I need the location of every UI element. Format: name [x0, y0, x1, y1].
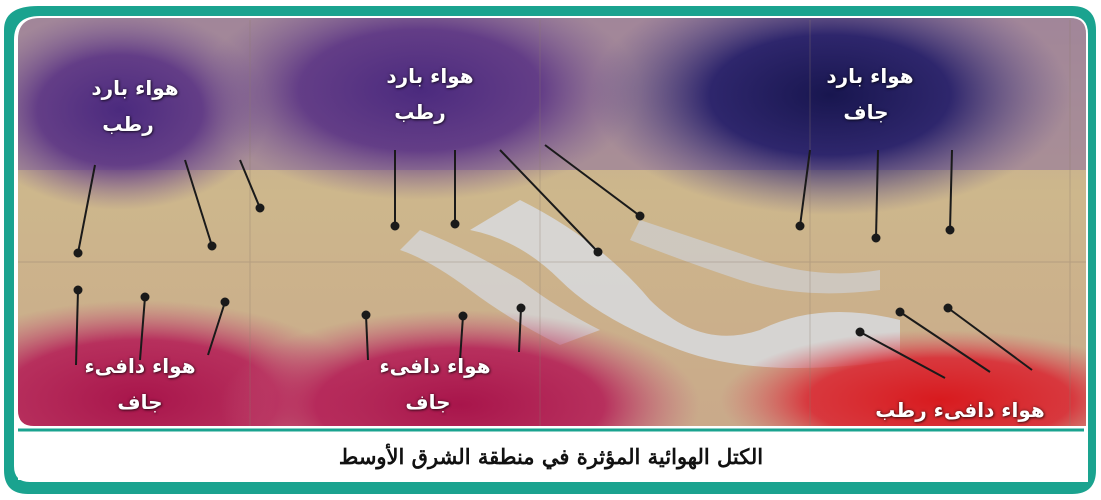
label-line: جاف	[117, 390, 163, 414]
warm-dry-mass-center	[220, 310, 700, 426]
grid-lines	[18, 20, 1086, 426]
label-line: هواء بارد	[386, 64, 474, 88]
label-line: رطب	[394, 100, 446, 124]
warm-dry-mass-west	[18, 300, 370, 426]
cold-moist-mass-center	[200, 18, 640, 200]
label-line: جاف	[405, 390, 451, 414]
label-line: هواء بارد	[826, 64, 914, 88]
label-line: جاف	[843, 100, 889, 124]
label-line: رطب	[102, 112, 154, 136]
map-caption: الكتل الهوائية المؤثرة في منطقة الشرق ال…	[338, 444, 764, 469]
label-cold-dry: هواء بارد جاف	[800, 58, 940, 130]
cold-dry-mass	[590, 18, 1070, 215]
label-line: هواء دافىء	[379, 354, 491, 378]
label-cold-moist-west: هواء بارد رطب	[60, 70, 210, 142]
label-line: هواء دافىء رطب	[875, 398, 1045, 422]
warm-moist-mass	[720, 330, 1086, 426]
label-line: هواء بارد	[91, 76, 179, 100]
sea-area	[470, 200, 900, 368]
label-warm-moist: هواء دافىء رطب	[850, 392, 1070, 428]
label-line: هواء دافىء	[84, 354, 196, 378]
label-cold-moist-center: هواء بارد رطب	[360, 58, 500, 130]
label-warm-dry-west: هواء دافىء جاف	[65, 348, 215, 420]
label-warm-dry-center: هواء دافىء جاف	[360, 348, 510, 420]
caption-band	[18, 430, 1084, 480]
cold-moist-mass-west	[18, 18, 270, 210]
airflow-arrows	[73, 144, 1033, 379]
